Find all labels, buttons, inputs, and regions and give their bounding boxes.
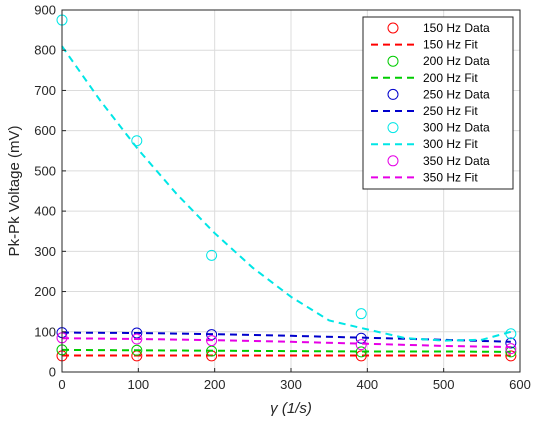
series-250-hz-fit [61,331,511,343]
y-tick-label: 400 [34,204,56,219]
series-200-hz-fit [61,348,511,353]
legend-label: 350 Hz Data [423,154,490,168]
y-tick-label: 200 [34,284,56,299]
y-tick-label: 500 [34,163,56,178]
x-tick-label: 0 [58,377,65,392]
y-tick-label: 700 [34,83,56,98]
series-line-350-hz-fit [61,337,511,349]
legend: 150 Hz Data 150 Hz Fit 200 Hz Data 200 Hz F… [362,16,514,190]
x-tick-label: 100 [127,377,149,392]
y-tick-label: 800 [34,43,56,58]
series-line-300-hz-fit [61,45,512,342]
data-point [505,337,517,349]
data-point [505,346,517,358]
legend-marker-swatch [387,88,399,100]
legend-entry: 350 Hz Data [387,154,490,168]
ticks: 0 100 200 300 400 500 600 0 100 200 300 400 500 600 70… [34,3,531,393]
legend-label: 150 Hz Fit [423,38,478,52]
series-300-hz-fit [61,45,512,342]
legend-entry: 150 Hz Data [387,21,490,35]
legend-entry: 250 Hz Data [387,87,490,101]
series-layer [56,14,517,362]
legend-marker-swatch [387,22,399,34]
legend-entry: 300 Hz Fit [371,137,478,151]
x-tick-label: 400 [356,377,378,392]
y-tick-label: 600 [34,123,56,138]
legend-marker-swatch [387,122,399,134]
data-point [131,333,143,345]
y-tick-label: 300 [34,244,56,259]
x-tick-label: 200 [204,377,226,392]
legend-entry: 150 Hz Fit [371,38,478,52]
legend-label: 200 Hz Data [423,54,490,68]
x-tick-label: 500 [433,377,455,392]
x-tick-label: 600 [509,377,531,392]
legend-label: 250 Hz Fit [423,104,478,118]
data-point [206,249,218,261]
legend-entry: 300 Hz Data [387,121,490,135]
series-line-250-hz-fit [61,331,511,343]
legend-entry: 200 Hz Data [387,54,490,68]
data-point [131,344,143,356]
y-tick-label: 100 [34,324,56,339]
legend-label: 250 Hz Data [423,87,490,101]
series-350-hz-fit [61,337,511,349]
legend-marker-swatch [387,155,399,167]
legend-entry: 250 Hz Fit [371,104,478,118]
data-point [505,350,517,362]
legend-label: 300 Hz Data [423,121,490,135]
x-axis-title: γ (1/s) [270,400,312,417]
data-point [355,308,367,320]
legend-label: 150 Hz Data [423,21,490,35]
legend-entry: 350 Hz Fit [371,170,478,184]
legend-marker-swatch [387,55,399,67]
y-tick-label: 900 [34,3,56,18]
legend-label: 350 Hz Fit [423,170,478,184]
x-tick-label: 300 [280,377,302,392]
legend-entry: 200 Hz Fit [371,71,478,85]
legend-label: 300 Hz Fit [423,137,478,151]
y-tick-label: 0 [49,365,56,380]
series-line-200-hz-fit [61,348,511,353]
legend-label: 200 Hz Fit [423,71,478,85]
data-point [505,343,517,355]
y-axis-title: Pk-Pk Voltage (mV) [6,126,23,257]
data-point [131,135,143,147]
